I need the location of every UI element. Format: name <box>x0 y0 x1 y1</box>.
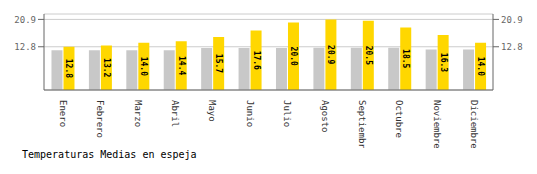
html-text:Temperaturas Medias en espeja: Temperaturas Medias en espeja <box>22 149 197 160</box>
svg-text:12.8: 12.8 <box>14 42 36 52</box>
svg-text:17.6: 17.6 <box>252 51 261 70</box>
svg-text:20.5: 20.5 <box>364 46 373 65</box>
svg-text:14.4: 14.4 <box>177 56 186 75</box>
svg-text:15.7: 15.7 <box>214 54 223 73</box>
svg-text:14.0: 14.0 <box>139 57 148 76</box>
svg-text:20.9: 20.9 <box>326 45 335 64</box>
svg-text:13.2: 13.2 <box>102 58 111 77</box>
svg-text:Abril: Abril <box>170 100 180 127</box>
svg-text:Agosto: Agosto <box>320 100 330 133</box>
svg-text:12.8: 12.8 <box>501 42 523 52</box>
svg-text:Febrero: Febrero <box>95 100 105 138</box>
svg-text:Diciembre: Diciembre <box>469 100 479 148</box>
svg-text:Marzo: Marzo <box>133 100 143 127</box>
svg-text:16.3: 16.3 <box>439 53 448 72</box>
svg-text:Mayo: Mayo <box>207 100 217 122</box>
svg-text:Octubre: Octubre <box>394 100 404 138</box>
svg-text:Julio: Julio <box>282 100 292 127</box>
svg-text:14.0: 14.0 <box>476 57 485 76</box>
svg-text:20.9: 20.9 <box>501 15 523 25</box>
svg-text:18.5: 18.5 <box>401 49 410 68</box>
svg-text:Enero: Enero <box>58 100 68 127</box>
svg-text:12.8: 12.8 <box>64 59 73 78</box>
svg-text:Junio: Junio <box>245 100 255 127</box>
svg-text:Noviembre: Noviembre <box>432 100 442 148</box>
svg-text:20.9: 20.9 <box>14 15 36 25</box>
svg-text:Septiembre: Septiembre <box>357 100 367 148</box>
svg-text:20.0: 20.0 <box>289 47 298 66</box>
